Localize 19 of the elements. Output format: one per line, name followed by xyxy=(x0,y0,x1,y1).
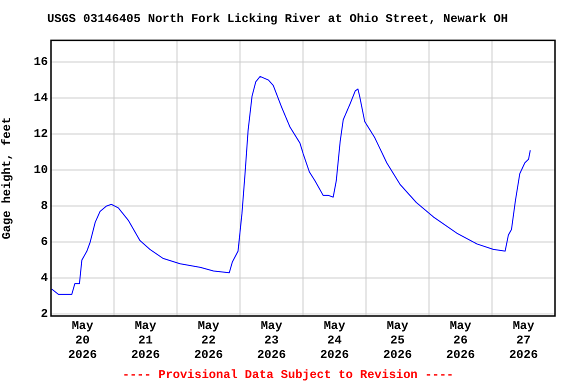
x-tick-label: May 22 2026 xyxy=(194,319,223,362)
y-tick-label: 12 xyxy=(34,127,48,142)
y-tick-label: 14 xyxy=(34,91,48,106)
x-tick-label: May 24 2026 xyxy=(320,319,349,362)
x-tick-label: May 26 2026 xyxy=(446,319,475,362)
y-tick-label: 8 xyxy=(40,199,48,214)
x-tick-label: May 25 2026 xyxy=(383,319,412,362)
y-axis-title: Gage height, feet xyxy=(0,116,14,240)
y-tick-label: 2 xyxy=(40,307,48,322)
x-tick-label: May 20 2026 xyxy=(68,319,97,362)
y-tick-label: 10 xyxy=(34,163,48,178)
y-tick-label: 6 xyxy=(40,235,48,250)
chart-title: USGS 03146405 North Fork Licking River at Ohio Street, Newark OH xyxy=(47,12,508,26)
x-tick-label: May 27 2026 xyxy=(509,319,538,362)
y-tick-label: 16 xyxy=(34,55,48,70)
x-tick-label: May 23 2026 xyxy=(257,319,286,362)
x-tick-label: May 21 2026 xyxy=(131,319,160,362)
y-tick-label: 4 xyxy=(40,271,48,286)
text: ---- Provisional Data Subject to Revision ---- xyxy=(122,368,454,382)
